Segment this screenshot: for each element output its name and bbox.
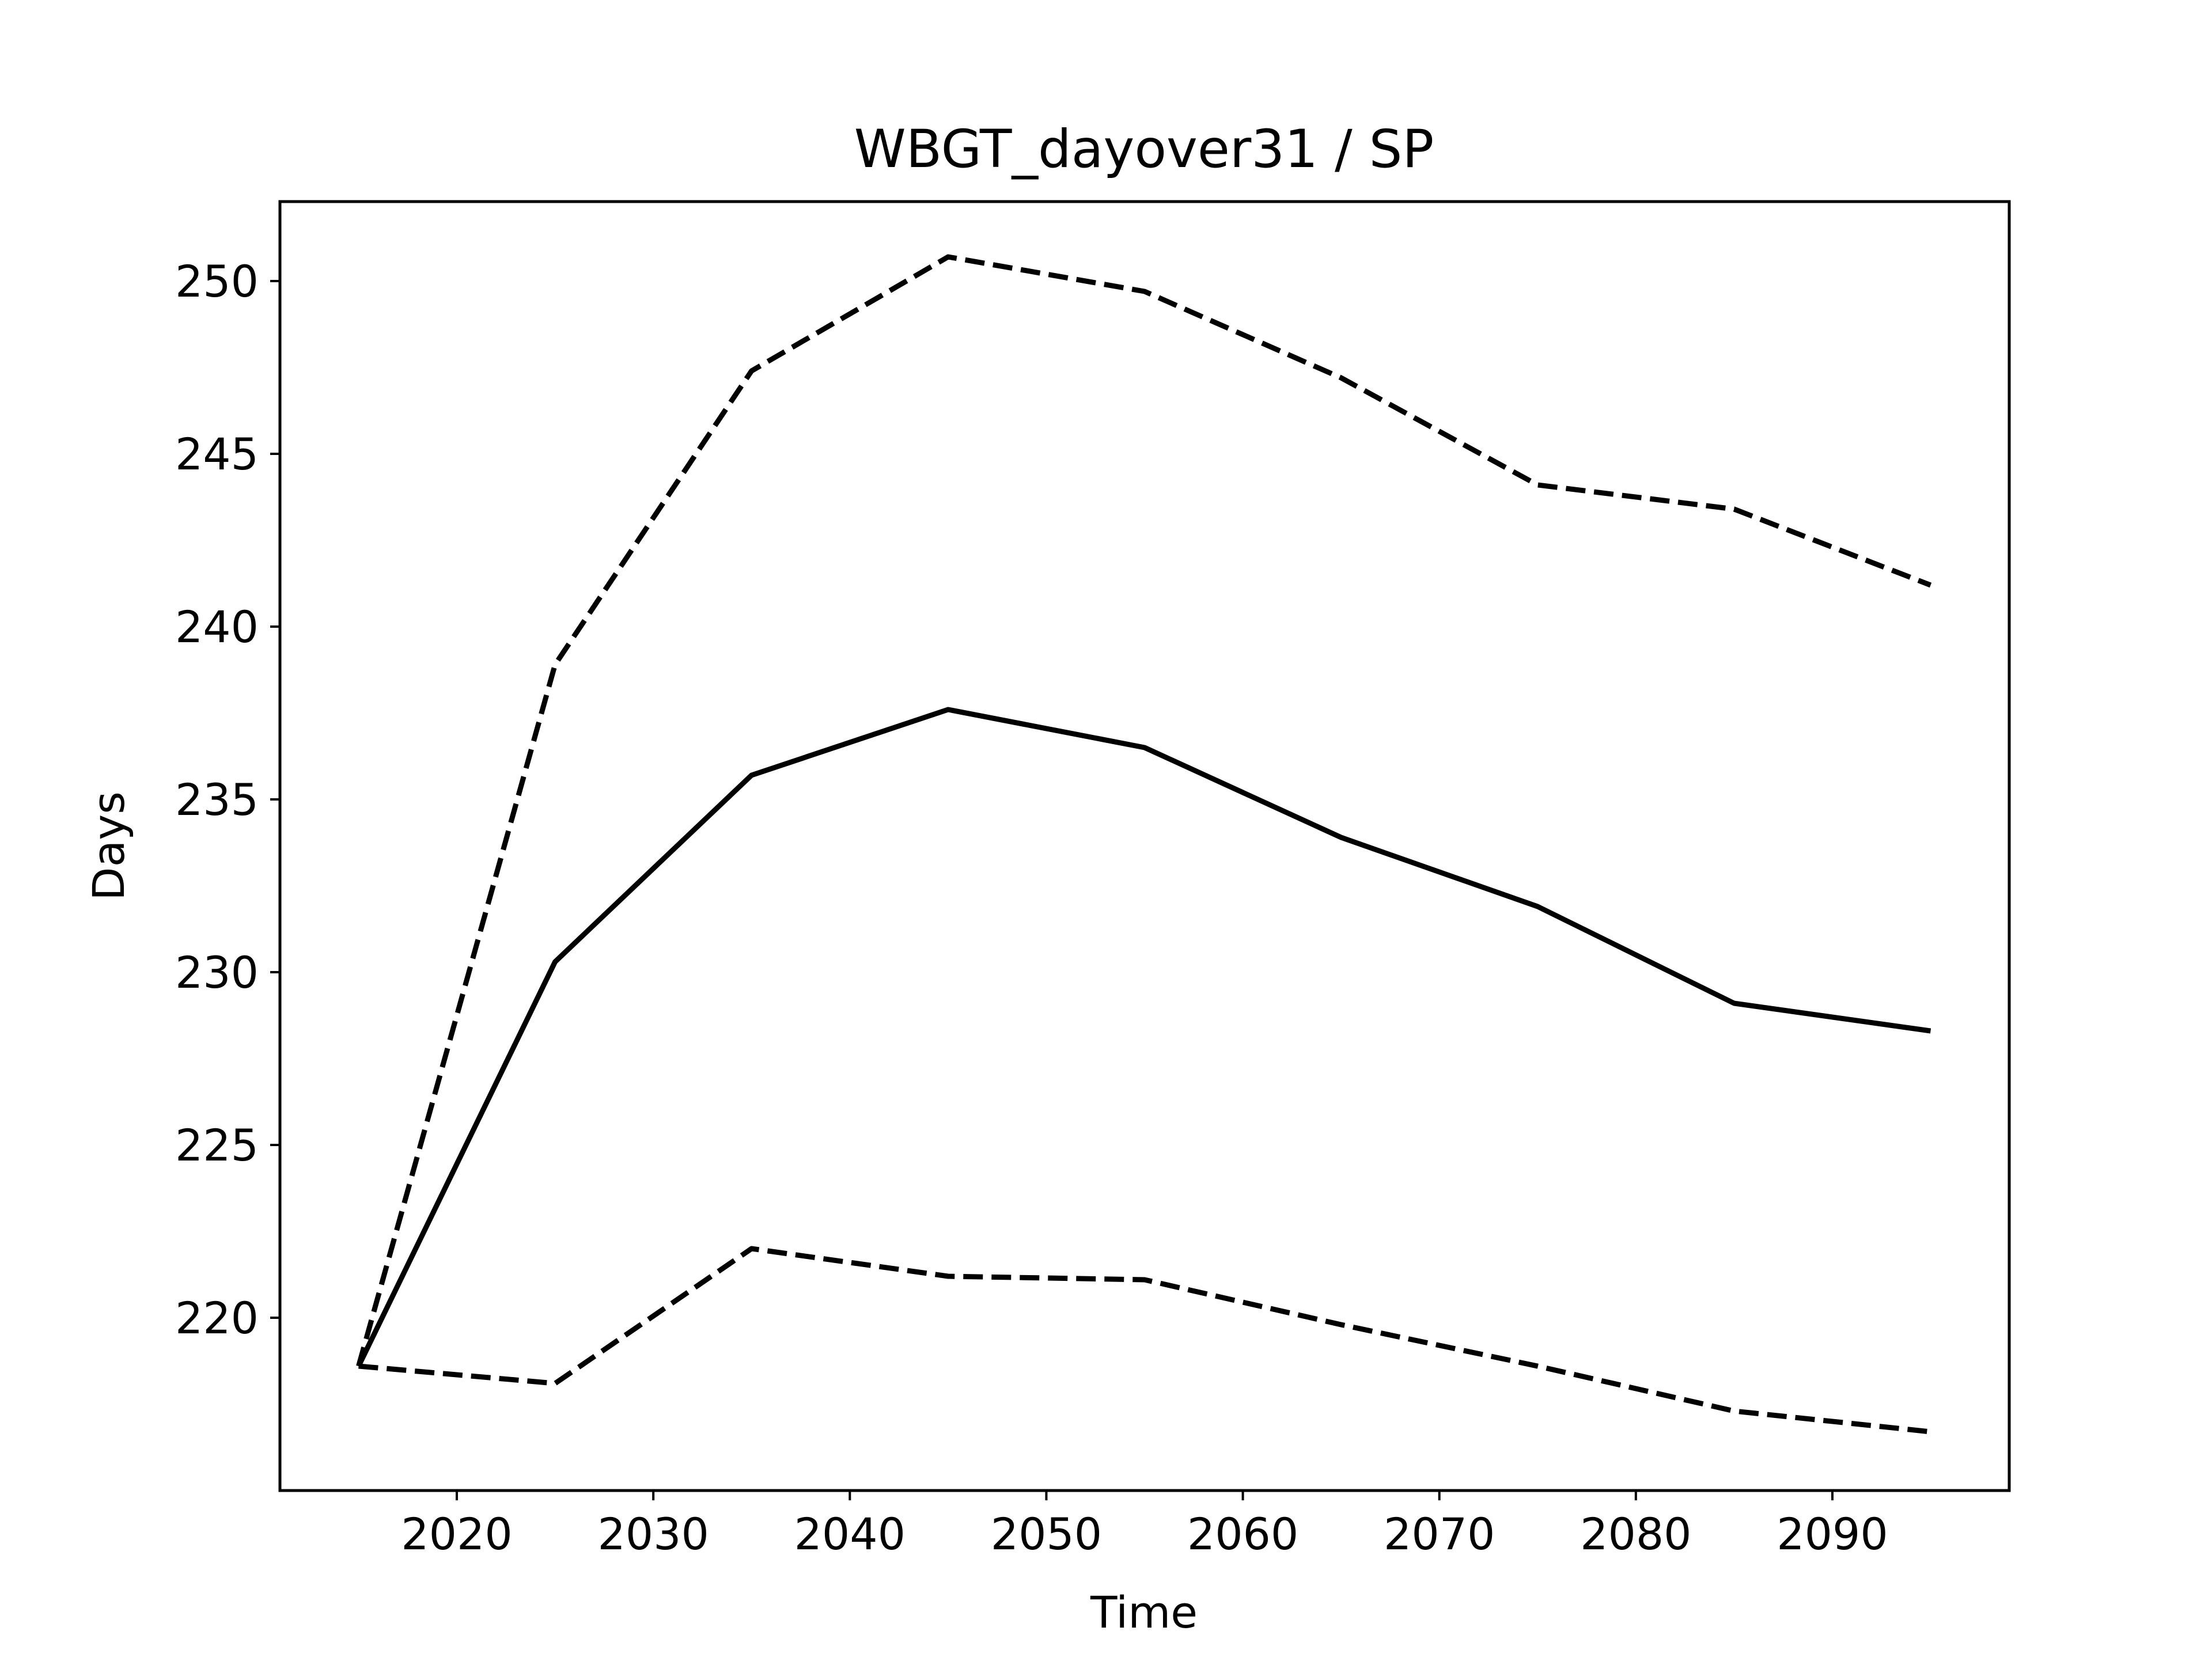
plot-frame bbox=[278, 200, 2011, 1492]
y-tick-label: 250 bbox=[175, 256, 259, 307]
plot-lines bbox=[356, 254, 1932, 1435]
x-axis-ticks: 2020 2030 2040 2050 2060 2070 2080 2090 bbox=[401, 1491, 1888, 1560]
y-axis-ticks: 220 225 230 235 240 245 250 bbox=[175, 256, 280, 1344]
series-line-2 bbox=[356, 254, 1932, 1367]
y-tick-label: 220 bbox=[175, 1292, 259, 1344]
x-axis-label: Time bbox=[1090, 1587, 1198, 1638]
x-tick-label: 2070 bbox=[1384, 1508, 1495, 1560]
chart-title: WBGT_dayover31 / SP bbox=[854, 119, 1434, 180]
x-tick-label: 2080 bbox=[1580, 1508, 1691, 1560]
x-tick-label: 2050 bbox=[991, 1508, 1102, 1560]
y-axis-label: Days bbox=[83, 791, 134, 901]
series-line-3 bbox=[358, 1246, 1931, 1435]
y-tick-label: 230 bbox=[175, 947, 259, 998]
y-tick-label: 225 bbox=[175, 1120, 259, 1171]
y-tick-label: 245 bbox=[175, 428, 259, 480]
x-tick-label: 2060 bbox=[1187, 1508, 1298, 1560]
x-tick-label: 2090 bbox=[1777, 1508, 1888, 1560]
y-tick-label: 240 bbox=[175, 601, 259, 653]
series-line-1 bbox=[356, 707, 1931, 1367]
x-tick-label: 2020 bbox=[401, 1508, 512, 1560]
y-tick-label: 235 bbox=[175, 774, 259, 825]
x-tick-label: 2030 bbox=[597, 1508, 709, 1560]
x-tick-label: 2040 bbox=[794, 1508, 906, 1560]
